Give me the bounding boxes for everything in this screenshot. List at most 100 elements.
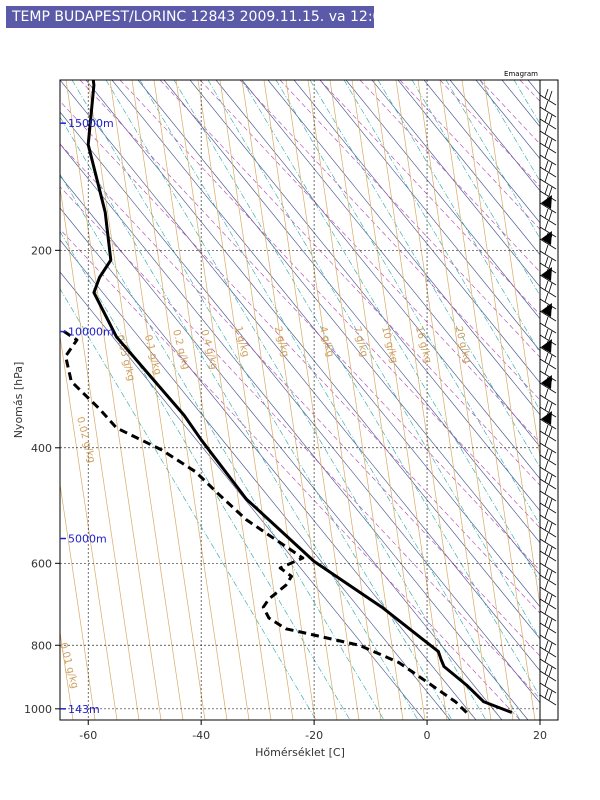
dry-adiabat-line bbox=[423, 80, 540, 224]
isotherm-guide-line bbox=[560, 80, 600, 720]
dry-adiabat-line bbox=[501, 80, 540, 128]
y-tick-label: 200 bbox=[31, 244, 52, 257]
mixing-ratio-line bbox=[483, 80, 540, 460]
mixing-ratio-line bbox=[87, 80, 184, 720]
isotherm-guide-line bbox=[439, 80, 540, 188]
dry-adiabat-line bbox=[449, 80, 540, 192]
mixing-ratio-line bbox=[373, 80, 470, 720]
dry-adiabat-line bbox=[293, 80, 540, 384]
wind-barb-icon bbox=[539, 124, 557, 142]
dry-adiabat-line bbox=[371, 80, 540, 288]
isotherm-guide-line bbox=[279, 80, 540, 358]
wind-barb-icon bbox=[539, 280, 557, 298]
chart-title: TEMP BUDAPEST/LORINC 12843 2009.11.15. v… bbox=[6, 6, 374, 28]
mixing-ratio-line bbox=[351, 80, 448, 720]
height-label: 15000m bbox=[68, 117, 114, 130]
mixing-ratio-line bbox=[65, 80, 162, 720]
moist-adiabat-line bbox=[275, 80, 540, 526]
mixing-ratio-line bbox=[175, 80, 272, 720]
mixing-ratio-label: 0.01 g/kg bbox=[57, 641, 80, 690]
wind-barb-icon bbox=[539, 220, 557, 238]
mixing-ratio-line bbox=[329, 80, 426, 720]
isotherm-guide-line bbox=[119, 80, 540, 529]
mixing-ratio-label: 7 g/kg bbox=[351, 325, 370, 358]
wind-barb-icon bbox=[539, 88, 557, 106]
plot-frame bbox=[59, 79, 541, 721]
wind-barb-icon bbox=[539, 652, 557, 670]
dry-adiabat-line bbox=[60, 111, 540, 704]
wind-barb-icon bbox=[539, 628, 557, 646]
moist-adiabat-line bbox=[71, 80, 453, 720]
mixing-ratio-line bbox=[395, 80, 492, 720]
mixing-ratio-line bbox=[461, 80, 540, 608]
x-tick-label: -60 bbox=[79, 729, 97, 742]
isotherm-guide-line bbox=[199, 80, 540, 444]
moist-adiabat-line bbox=[513, 80, 540, 125]
mixing-ratio-label: 16 g/kg bbox=[413, 325, 433, 364]
mixing-ratio-label: 1 g/kg bbox=[232, 325, 251, 358]
mixing-ratio-label: 0.02 g/kg bbox=[74, 416, 97, 465]
isotherm-guide-line bbox=[319, 80, 540, 316]
isotherm-guide-line bbox=[60, 100, 540, 614]
wind-barb-icon bbox=[539, 195, 557, 214]
wind-barb-icon bbox=[539, 411, 557, 430]
y-tick-label: 1000 bbox=[24, 703, 52, 716]
wind-barb-icon bbox=[539, 208, 557, 226]
dewpoint-profile-line bbox=[60, 327, 468, 714]
mixing-ratio-line bbox=[219, 80, 316, 720]
isotherm-guide-line bbox=[60, 186, 540, 700]
dry-adiabat-line bbox=[189, 80, 540, 512]
wind-barb-icon bbox=[539, 616, 557, 634]
wind-barb-icon bbox=[539, 100, 557, 118]
dry-adiabat-line bbox=[60, 143, 529, 720]
dry-adiabat-line bbox=[475, 80, 540, 160]
moist-adiabat-line bbox=[411, 80, 540, 297]
wind-barb-icon bbox=[539, 472, 557, 490]
moist-adiabat-line bbox=[343, 80, 540, 411]
wind-barb-icon bbox=[539, 364, 557, 382]
mixing-ratio-label: 10 g/kg bbox=[379, 325, 399, 364]
moist-adiabat-line bbox=[207, 80, 540, 640]
mixing-ratio-line bbox=[60, 333, 118, 720]
mixing-ratio-line bbox=[60, 630, 74, 720]
wind-barb-icon bbox=[539, 172, 557, 190]
wind-barb-icon bbox=[539, 604, 557, 622]
moist-adiabat-line bbox=[139, 80, 521, 720]
dry-adiabat-line bbox=[137, 80, 540, 576]
mixing-ratio-line bbox=[197, 80, 294, 720]
wind-barb-icon bbox=[539, 520, 557, 538]
wind-barb-icon bbox=[539, 484, 557, 502]
wind-barb-icon bbox=[539, 267, 557, 286]
wind-barb-icon bbox=[539, 292, 557, 310]
wind-barb-icon bbox=[539, 664, 557, 682]
x-tick-label: -20 bbox=[305, 729, 323, 742]
mixing-ratio-line bbox=[60, 185, 140, 720]
wind-panel-label: Emagram bbox=[504, 70, 538, 78]
mixing-ratio-line bbox=[307, 80, 404, 720]
wind-barb-icon bbox=[539, 112, 557, 130]
moist-adiabat-line bbox=[60, 288, 317, 720]
moist-adiabat-line bbox=[60, 230, 351, 720]
wind-barb-icon bbox=[539, 316, 557, 334]
mixing-ratio-line bbox=[263, 80, 360, 720]
y-axis-label: Nyomás [hPa] bbox=[12, 362, 25, 439]
height-label: 5000m bbox=[68, 533, 107, 546]
y-tick-label: 400 bbox=[31, 442, 52, 455]
mixing-ratio-line bbox=[285, 80, 382, 720]
mixing-ratio-line bbox=[109, 80, 206, 720]
moist-adiabat-line bbox=[241, 80, 540, 583]
dry-adiabat-line bbox=[527, 80, 540, 96]
wind-barb-icon bbox=[539, 148, 557, 166]
wind-barb-icon bbox=[539, 160, 557, 178]
x-tick-label: -40 bbox=[192, 729, 210, 742]
moist-adiabat-line bbox=[548, 80, 600, 720]
y-tick-label: 600 bbox=[31, 557, 52, 570]
wind-barb-icon bbox=[539, 592, 557, 610]
wind-barb-icon bbox=[539, 256, 557, 274]
wind-barb-icon bbox=[539, 532, 557, 550]
wind-barb-icon bbox=[539, 136, 557, 154]
moist-adiabat-line bbox=[445, 80, 540, 239]
dry-adiabat-line bbox=[60, 271, 425, 720]
wind-barb-icon bbox=[539, 244, 557, 262]
